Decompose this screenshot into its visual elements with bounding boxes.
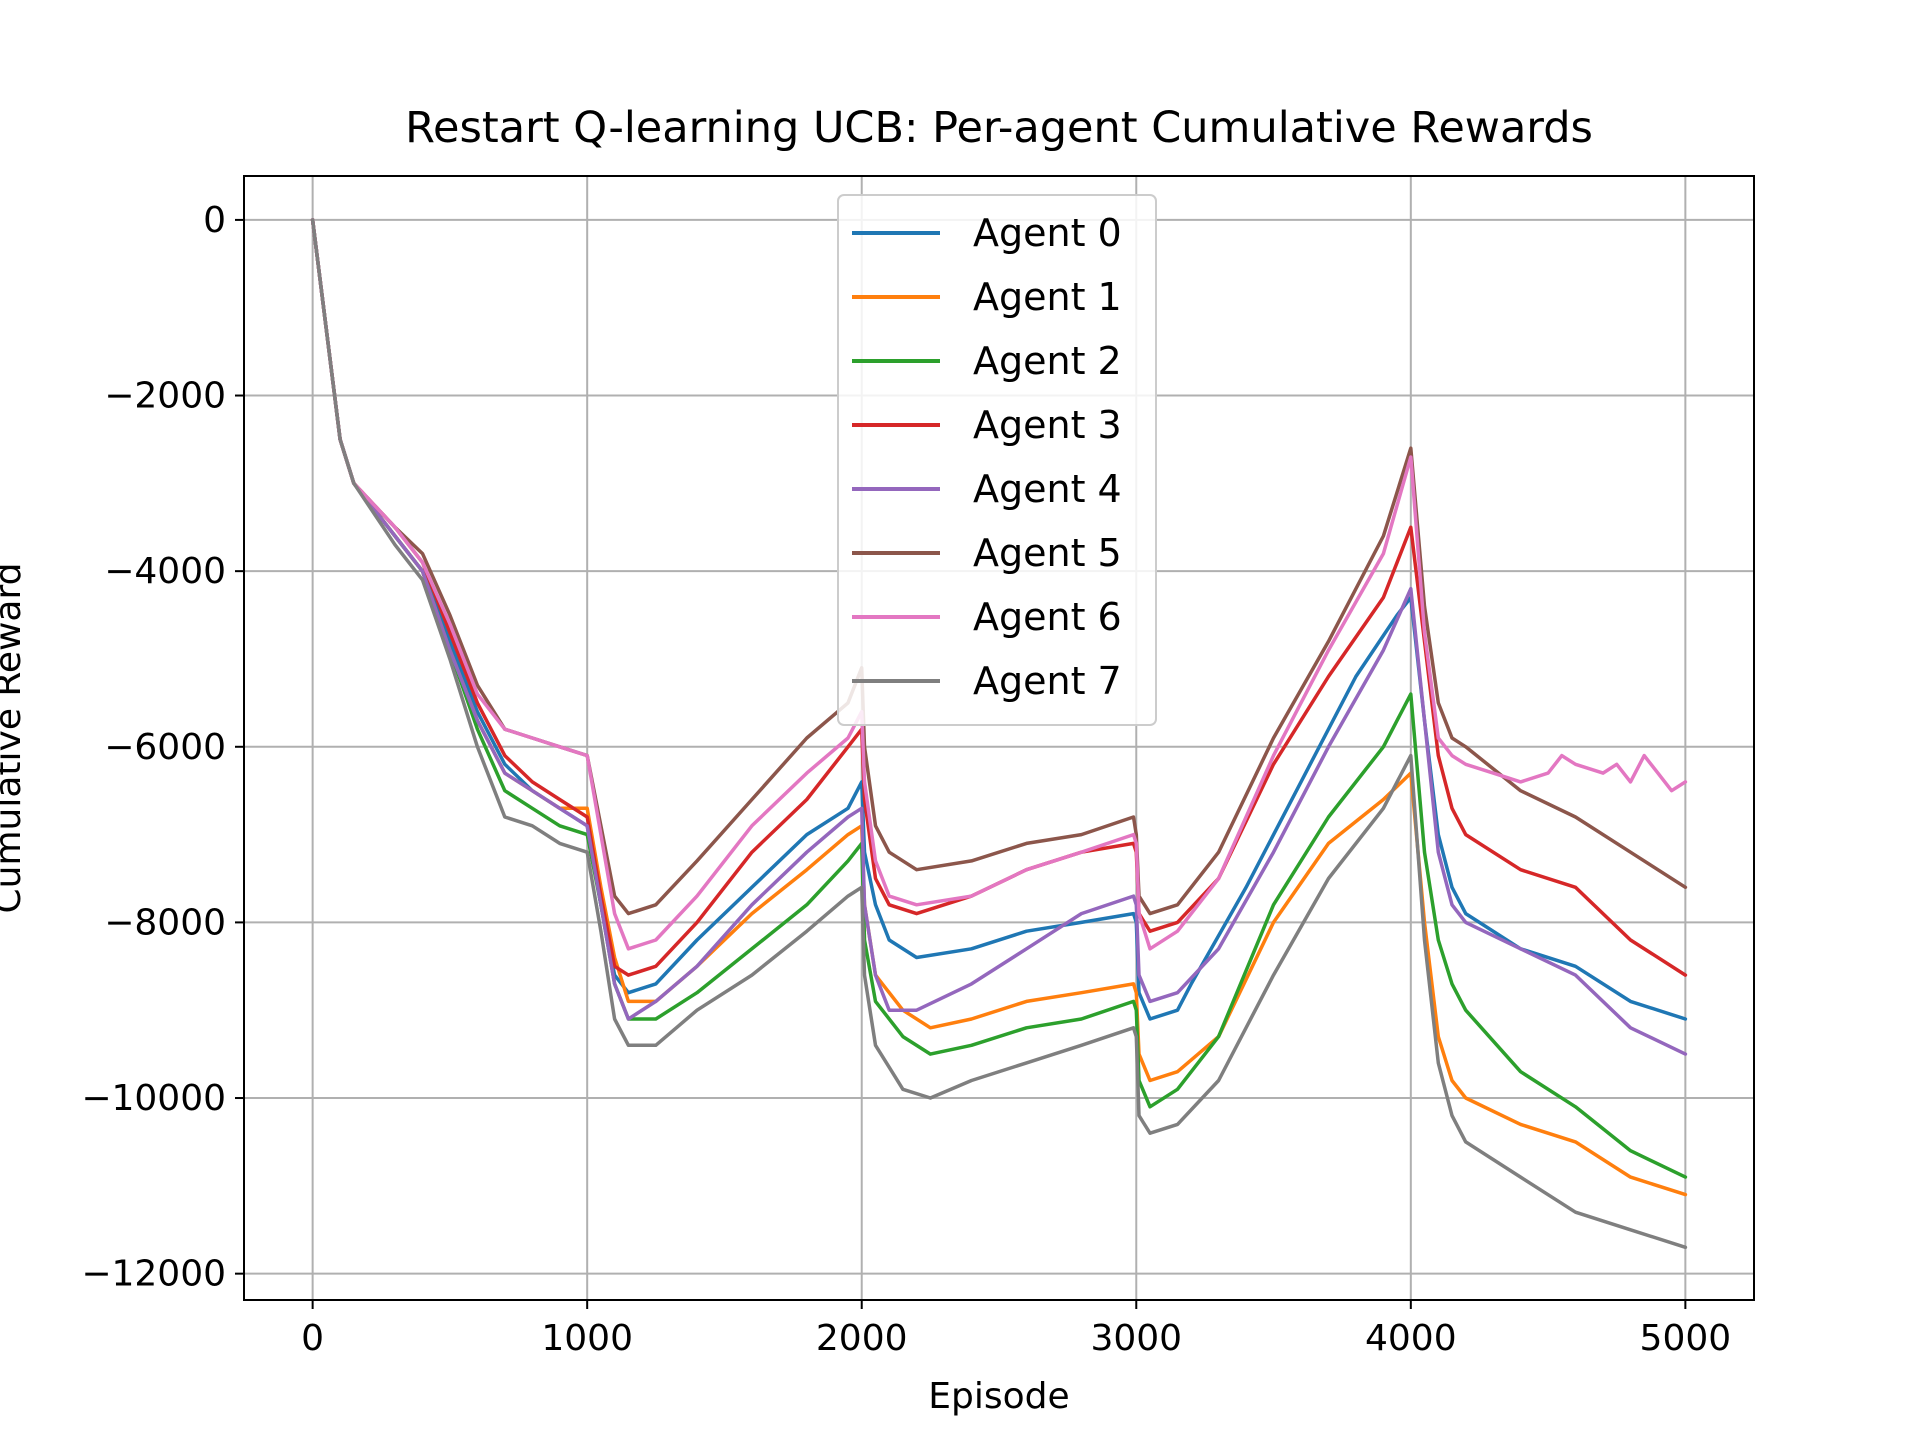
x-tick-label: 2000 xyxy=(816,1318,908,1359)
y-tick-label: 0 xyxy=(203,200,226,241)
x-tick-label: 0 xyxy=(301,1318,324,1359)
y-tick-label: −10000 xyxy=(81,1078,226,1119)
x-tick-label: 4000 xyxy=(1365,1318,1457,1359)
series-line-agent-2 xyxy=(310,218,1688,1179)
legend-label-agent-7: Agent 7 xyxy=(973,659,1122,703)
x-axis-title: Episode xyxy=(928,1376,1069,1417)
y-tick-label: −12000 xyxy=(81,1254,226,1295)
series-line-agent-4 xyxy=(310,218,1688,1056)
y-tick-label: −4000 xyxy=(104,551,226,592)
series-lines xyxy=(310,218,1688,1250)
legend-box xyxy=(837,194,1157,726)
y-tick-label: −2000 xyxy=(104,376,226,417)
series-line-agent-7 xyxy=(310,218,1688,1250)
legend: Agent 0 Agent 1 Agent 2 Agent 3 Agent 4 Agent… xyxy=(837,194,1157,726)
legend-label-agent-5: Agent 5 xyxy=(973,531,1122,575)
chart-title: Restart Q-learning UCB: Per-agent Cumula… xyxy=(405,103,1593,153)
y-tick-label: −8000 xyxy=(104,902,226,943)
legend-label-agent-6: Agent 6 xyxy=(973,595,1122,639)
series-line-agent-3 xyxy=(310,218,1688,977)
y-axis-title: Cumulative Reward xyxy=(0,563,29,914)
x-tick-label: 5000 xyxy=(1640,1318,1732,1359)
x-tick-label: 1000 xyxy=(541,1318,633,1359)
legend-label-agent-2: Agent 2 xyxy=(973,339,1122,383)
legend-label-agent-3: Agent 3 xyxy=(973,403,1122,447)
x-tick-label: 3000 xyxy=(1090,1318,1182,1359)
legend-label-agent-0: Agent 0 xyxy=(973,211,1122,255)
legend-label-agent-1: Agent 1 xyxy=(973,275,1122,319)
legend-label-agent-4: Agent 4 xyxy=(973,467,1122,511)
y-tick-label: −6000 xyxy=(104,727,226,768)
series-line-agent-6 xyxy=(310,218,1688,951)
plot-frame xyxy=(243,175,1755,1301)
axis-ticks: 0 1000 2000 3000 4000 5000 0 −2000 −4000 −6000 −80… xyxy=(81,200,1731,1359)
